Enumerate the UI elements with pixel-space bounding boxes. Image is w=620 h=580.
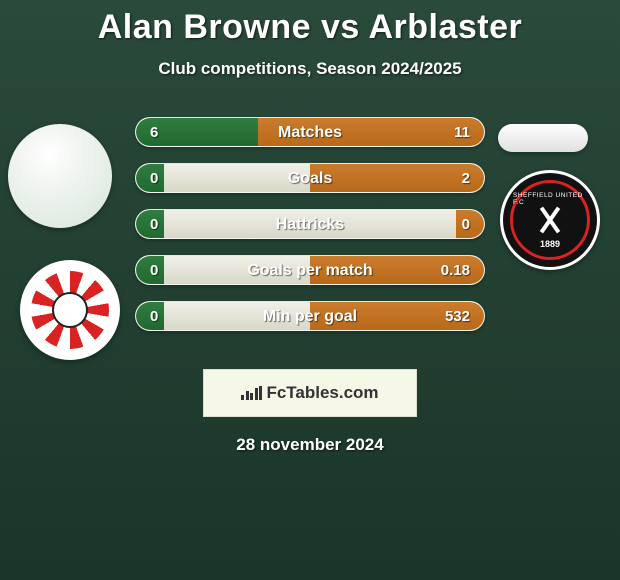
footer-date: 28 november 2024 bbox=[0, 435, 620, 455]
stat-row: 611Matches bbox=[135, 117, 485, 147]
stat-row: 00Hattricks bbox=[135, 209, 485, 239]
stat-row: 0532Min per goal bbox=[135, 301, 485, 331]
comparison-card: Alan Browne vs Arblaster Club competitio… bbox=[0, 0, 620, 455]
chart-icon bbox=[241, 386, 262, 400]
footer-brand-label: FcTables.com bbox=[266, 383, 378, 403]
stat-label: Hattricks bbox=[136, 210, 484, 239]
stats-bars: 611Matches 02Goals 00Hattricks 00.18Goals p… bbox=[0, 117, 620, 357]
stat-row: 00.18Goals per match bbox=[135, 255, 485, 285]
stat-label: Goals bbox=[136, 164, 484, 193]
subtitle: Club competitions, Season 2024/2025 bbox=[0, 59, 620, 79]
page-title: Alan Browne vs Arblaster bbox=[0, 0, 620, 47]
stat-label: Min per goal bbox=[136, 302, 484, 331]
stat-label: Goals per match bbox=[136, 256, 484, 285]
stat-row: 02Goals bbox=[135, 163, 485, 193]
stat-label: Matches bbox=[136, 118, 484, 147]
footer-brand: FcTables.com bbox=[203, 369, 417, 417]
